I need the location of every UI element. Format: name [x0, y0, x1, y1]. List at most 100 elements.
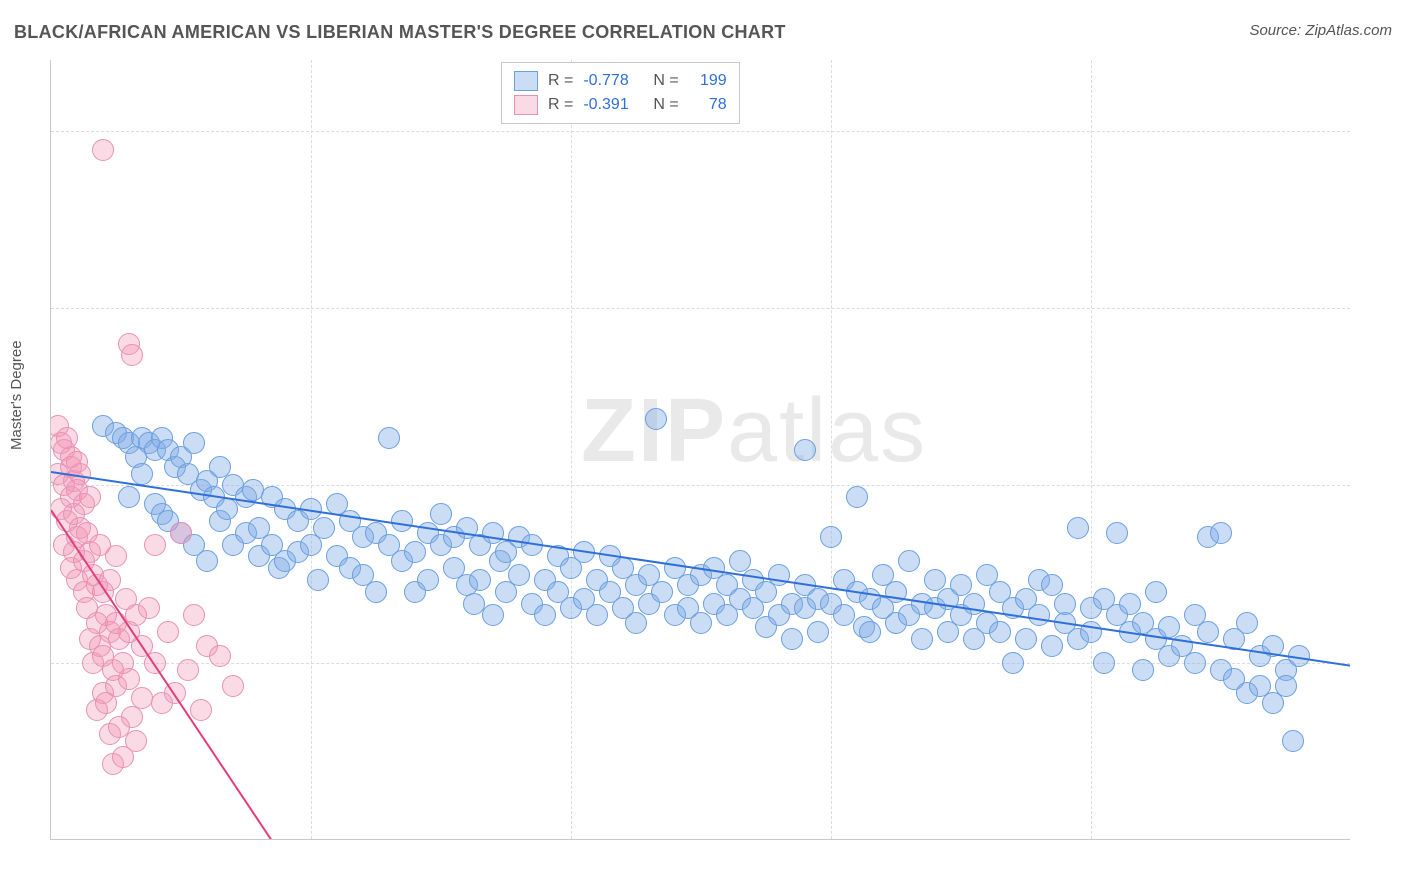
- scatter-point-pink: [222, 675, 244, 697]
- scatter-point-blue: [417, 569, 439, 591]
- scatter-point-pink: [92, 139, 114, 161]
- scatter-point-blue: [1106, 522, 1128, 544]
- scatter-point-pink: [157, 621, 179, 643]
- legend-R-value: -0.778: [583, 69, 643, 93]
- legend-swatch: [514, 71, 538, 91]
- scatter-point-blue: [820, 526, 842, 548]
- legend-N-value: 199: [689, 69, 727, 93]
- x-tick: [311, 839, 312, 840]
- x-tick: [181, 839, 182, 840]
- scatter-point-pink: [144, 534, 166, 556]
- scatter-point-blue: [1041, 635, 1063, 657]
- scatter-point-blue: [1145, 581, 1167, 603]
- scatter-point-blue: [508, 564, 530, 586]
- gridline-h: [51, 308, 1350, 309]
- scatter-point-blue: [729, 550, 751, 572]
- scatter-point-blue: [807, 621, 829, 643]
- scatter-point-blue: [404, 541, 426, 563]
- scatter-point-pink: [183, 604, 205, 626]
- scatter-point-pink: [105, 545, 127, 567]
- gridline-v: [831, 60, 832, 839]
- source-label: Source: ZipAtlas.com: [1249, 22, 1392, 39]
- scatter-point-blue: [1054, 593, 1076, 615]
- watermark: ZIPatlas: [581, 380, 927, 483]
- scatter-point-blue: [586, 604, 608, 626]
- legend-N-label: N =: [653, 93, 678, 117]
- scatter-point-pink: [79, 486, 101, 508]
- scatter-point-blue: [463, 593, 485, 615]
- scatter-point-blue: [1028, 604, 1050, 626]
- chart-title: BLACK/AFRICAN AMERICAN VS LIBERIAN MASTE…: [14, 22, 786, 43]
- scatter-point-blue: [1015, 628, 1037, 650]
- x-tick: [571, 839, 572, 840]
- scatter-point-blue: [833, 604, 855, 626]
- scatter-point-blue: [378, 427, 400, 449]
- x-tick: [701, 839, 702, 840]
- scatter-point-blue: [924, 569, 946, 591]
- scatter-point-pink: [209, 645, 231, 667]
- scatter-point-pink: [131, 687, 153, 709]
- scatter-point-blue: [768, 564, 790, 586]
- scatter-point-blue: [950, 574, 972, 596]
- x-tick: [1221, 839, 1222, 840]
- scatter-point-pink: [170, 522, 192, 544]
- scatter-point-blue: [313, 517, 335, 539]
- scatter-point-blue: [794, 439, 816, 461]
- scatter-point-pink: [121, 706, 143, 728]
- scatter-point-pink: [190, 699, 212, 721]
- scatter-point-blue: [1002, 652, 1024, 674]
- scatter-point-blue: [898, 550, 920, 572]
- y-axis-label: Master's Degree: [8, 340, 25, 450]
- scatter-point-blue: [131, 463, 153, 485]
- scatter-point-blue: [365, 581, 387, 603]
- gridline-v: [1091, 60, 1092, 839]
- scatter-point-blue: [651, 581, 673, 603]
- gridline-h: [51, 663, 1350, 664]
- x-tick: [961, 839, 962, 840]
- scatter-point-pink: [125, 730, 147, 752]
- scatter-point-blue: [183, 432, 205, 454]
- scatter-point-blue: [307, 569, 329, 591]
- legend-N-value: 78: [689, 93, 727, 117]
- watermark-atlas: atlas: [727, 381, 927, 481]
- x-tick: [441, 839, 442, 840]
- scatter-point-blue: [469, 569, 491, 591]
- scatter-point-blue: [118, 486, 140, 508]
- scatter-point-blue: [482, 522, 504, 544]
- trend-line: [50, 510, 273, 840]
- gridline-v: [311, 60, 312, 839]
- trend-line: [51, 471, 1350, 667]
- scatter-point-blue: [1275, 675, 1297, 697]
- scatter-point-pink: [118, 668, 140, 690]
- scatter-point-blue: [1041, 574, 1063, 596]
- scatter-point-blue: [1282, 730, 1304, 752]
- scatter-point-blue: [1067, 517, 1089, 539]
- scatter-point-pink: [177, 659, 199, 681]
- gridline-h: [51, 131, 1350, 132]
- scatter-point-blue: [209, 456, 231, 478]
- gridline-v: [571, 60, 572, 839]
- scatter-point-blue: [781, 628, 803, 650]
- legend-R-value: -0.391: [583, 93, 643, 117]
- scatter-point-blue: [1236, 612, 1258, 634]
- scatter-point-blue: [1119, 593, 1141, 615]
- scatter-point-blue: [1197, 621, 1219, 643]
- scatter-point-blue: [196, 550, 218, 572]
- legend-row-blue: R =-0.778N =199: [514, 69, 727, 93]
- legend-N-label: N =: [653, 69, 678, 93]
- scatter-point-blue: [216, 498, 238, 520]
- scatter-point-blue: [989, 621, 1011, 643]
- scatter-point-blue: [391, 510, 413, 532]
- scatter-point-blue: [690, 612, 712, 634]
- scatter-point-blue: [1132, 659, 1154, 681]
- scatter-point-blue: [1093, 652, 1115, 674]
- scatter-point-blue: [645, 408, 667, 430]
- scatter-point-blue: [859, 621, 881, 643]
- scatter-point-blue: [625, 612, 647, 634]
- legend-swatch: [514, 95, 538, 115]
- legend-top: R =-0.778N =199R =-0.391N =78: [501, 62, 740, 124]
- scatter-point-blue: [846, 486, 868, 508]
- scatter-point-blue: [482, 604, 504, 626]
- scatter-point-pink: [138, 597, 160, 619]
- scatter-point-blue: [1210, 522, 1232, 544]
